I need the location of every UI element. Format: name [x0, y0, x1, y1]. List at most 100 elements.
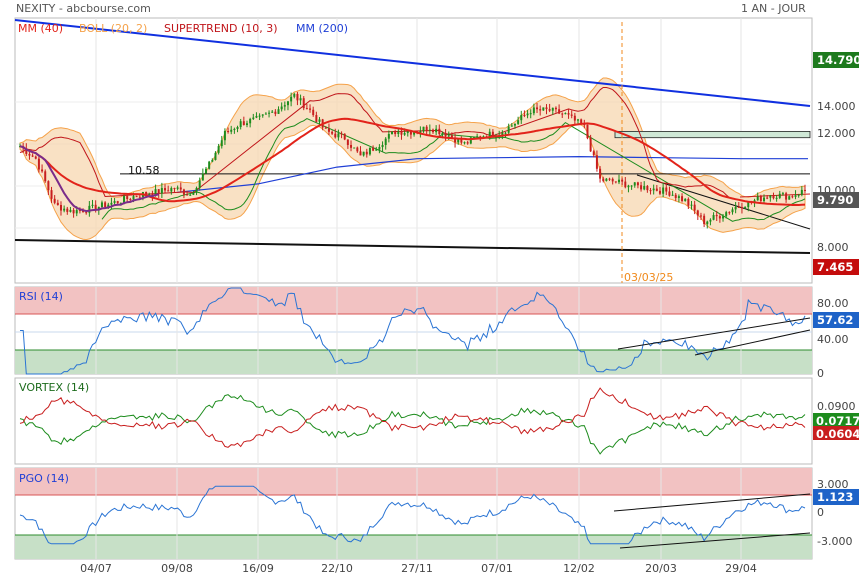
candle-body — [709, 219, 712, 222]
candle-body — [725, 212, 728, 217]
candle-body — [85, 212, 88, 214]
candle-body — [804, 189, 806, 191]
candle-body — [466, 142, 469, 144]
candle-body — [337, 133, 340, 138]
candle-body — [491, 131, 494, 138]
candle-body — [242, 121, 245, 126]
candle-body — [245, 123, 248, 126]
candle-body — [129, 198, 132, 200]
candle-body — [753, 200, 756, 203]
candle-body — [747, 201, 750, 208]
pgo-channel-bottom — [619, 532, 811, 549]
candle-body — [179, 187, 182, 190]
candle-body — [643, 185, 646, 190]
candle-body — [201, 173, 204, 181]
candle-body — [230, 129, 233, 132]
supertrend-down — [19, 87, 730, 198]
pgo-tick-3: 3.000 — [817, 478, 849, 491]
legend-supertrend: SUPERTREND (10, 3) — [164, 22, 278, 35]
candle-body — [718, 216, 721, 219]
candle-body — [655, 188, 658, 191]
candle-body — [296, 93, 299, 101]
candle-body — [425, 126, 428, 131]
level-label: 10.58 — [128, 164, 160, 177]
candle-body — [589, 138, 592, 152]
candle-body — [160, 188, 163, 194]
candle-body — [223, 131, 226, 141]
candle-body — [649, 190, 652, 192]
candle-body — [696, 210, 699, 216]
candle-body — [529, 113, 532, 115]
vortex-panel-frame — [14, 377, 813, 465]
candle-body — [315, 115, 318, 122]
candle-body — [621, 179, 624, 182]
vertical-grid — [15, 18, 812, 559]
rsi-tick-80: 80.00 — [817, 297, 849, 310]
candle-body — [132, 196, 135, 200]
candle-body — [501, 132, 504, 136]
candle-body — [592, 151, 595, 156]
candle-body — [495, 137, 498, 139]
candle-body — [763, 197, 766, 202]
candle-body — [94, 204, 97, 211]
candle-body — [794, 195, 797, 197]
candle-body — [769, 195, 772, 198]
candle-body — [715, 215, 718, 217]
vortex-minus-line — [19, 387, 806, 448]
candle-body — [283, 105, 286, 107]
candle-body — [255, 116, 258, 118]
candle-body — [510, 125, 513, 127]
support-trendline — [14, 239, 811, 254]
candle-body — [545, 107, 548, 110]
candle-body — [431, 129, 434, 133]
candle-body — [69, 209, 72, 212]
candle-body — [608, 178, 611, 180]
candle-body — [690, 204, 693, 206]
candle-body — [217, 146, 220, 153]
vortex-plus-line — [19, 394, 806, 455]
candle-body — [488, 131, 491, 139]
candle-body — [56, 202, 59, 206]
rsi-overbought-band — [15, 287, 812, 314]
candle-body — [391, 131, 394, 135]
rsi-oversold-band — [15, 350, 812, 374]
candle-body — [504, 132, 507, 134]
date-tick-label: 04/07 — [80, 562, 112, 575]
candle-body — [640, 185, 643, 190]
candle-body — [564, 113, 567, 115]
candle-body — [157, 189, 160, 194]
rsi-tick-0: 0 — [817, 367, 824, 380]
candle-body — [78, 210, 81, 212]
candle-body — [252, 117, 255, 119]
candle-body — [327, 128, 330, 132]
candle-body — [107, 204, 110, 208]
candle-body — [406, 131, 409, 134]
candle-body — [47, 181, 50, 191]
candle-body — [249, 118, 252, 124]
candle-body — [123, 196, 126, 204]
candle-body — [766, 197, 769, 199]
candle-body — [138, 196, 141, 198]
candle-body — [463, 142, 466, 144]
candle-body — [403, 133, 406, 135]
candle-body — [624, 181, 627, 188]
candle-body — [681, 196, 684, 201]
candle-body — [28, 153, 31, 156]
candle-body — [457, 138, 460, 143]
candle-body — [268, 112, 271, 114]
candle-body — [775, 197, 778, 199]
candle-body — [479, 136, 482, 138]
candle-body — [293, 93, 296, 97]
candle-body — [687, 198, 690, 206]
candle-body — [63, 208, 66, 211]
candle-body — [236, 127, 239, 129]
candle-body — [173, 188, 176, 190]
price-last-box — [813, 192, 859, 208]
candle-body — [703, 215, 706, 225]
candle-body — [684, 198, 687, 201]
candle-body — [435, 128, 438, 133]
candle-body — [577, 119, 580, 121]
candle-body — [548, 109, 551, 111]
candle-body — [611, 178, 614, 182]
